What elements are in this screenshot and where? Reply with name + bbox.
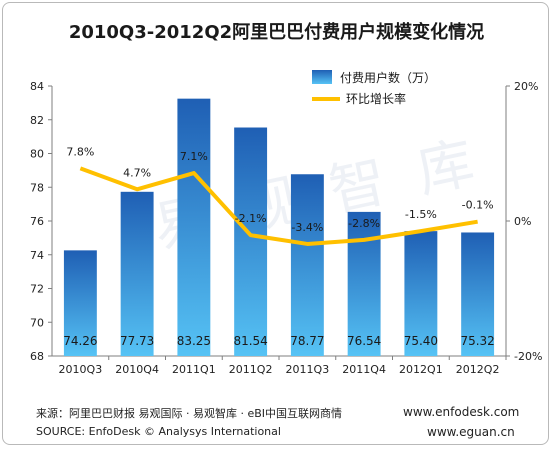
line-value-label: 7.1% bbox=[180, 150, 208, 163]
bar-value-label: 74.26 bbox=[63, 334, 97, 348]
x-tick-label: 2011Q1 bbox=[172, 363, 216, 376]
bar-value-label: 76.54 bbox=[347, 334, 381, 348]
y2-tick-label: 20% bbox=[514, 80, 538, 93]
bar-value-label: 75.32 bbox=[460, 334, 494, 348]
bar bbox=[347, 211, 381, 356]
legend-line-label: 环比增长率 bbox=[346, 91, 406, 106]
x-tick-label: 2012Q2 bbox=[456, 363, 500, 376]
bar bbox=[63, 250, 97, 356]
bar bbox=[461, 232, 495, 356]
y-tick-label: 68 bbox=[30, 350, 44, 363]
x-tick-label: 2011Q2 bbox=[229, 363, 273, 376]
bar-value-label: 78.77 bbox=[290, 334, 324, 348]
line-value-label: -3.4% bbox=[291, 221, 323, 234]
url-eguan: www.eguan.cn bbox=[427, 425, 515, 439]
bar bbox=[234, 127, 268, 356]
x-tick-label: 2011Q3 bbox=[286, 363, 330, 376]
legend-bar-label: 付费用户数（万） bbox=[340, 70, 436, 85]
chart-title: 2010Q3-2012Q2阿里巴巴付费用户规模变化情况 bbox=[68, 22, 485, 43]
line-value-label: -2.8% bbox=[348, 217, 380, 230]
line-value-label: 7.8% bbox=[66, 145, 94, 158]
bar-value-label: 83.25 bbox=[177, 334, 211, 348]
url-enfodesk: www.enfodesk.com bbox=[403, 405, 520, 419]
y-tick-label: 76 bbox=[30, 215, 44, 228]
x-tick-label: 2010Q3 bbox=[59, 363, 103, 376]
x-tick-label: 2012Q1 bbox=[399, 363, 443, 376]
legend-bar-swatch bbox=[312, 70, 332, 84]
y2-tick-label: 0% bbox=[514, 215, 531, 228]
y2-tick-label: -20% bbox=[514, 350, 542, 363]
bar bbox=[120, 191, 154, 356]
growth-rate-line bbox=[79, 166, 478, 246]
line-value-label: -1.5% bbox=[405, 208, 437, 221]
bar bbox=[404, 231, 438, 356]
line-value-label: 4.7% bbox=[123, 166, 151, 179]
bar-value-label: 75.40 bbox=[404, 334, 438, 348]
y-tick-label: 72 bbox=[30, 283, 44, 296]
source-cn: 来源：阿里巴巴财报 易观国际 · 易观智库 · eBI中国互联网商情 bbox=[36, 407, 343, 420]
y-tick-label: 80 bbox=[30, 148, 44, 161]
y-tick-label: 70 bbox=[30, 316, 44, 329]
line-value-label: -2.1% bbox=[235, 212, 267, 225]
bar-value-label: 81.54 bbox=[233, 334, 267, 348]
bar bbox=[290, 174, 324, 356]
y-tick-label: 84 bbox=[30, 80, 44, 93]
x-tick-label: 2011Q4 bbox=[342, 363, 386, 376]
y-tick-label: 82 bbox=[30, 114, 44, 127]
bar-value-label: 77.73 bbox=[120, 334, 154, 348]
line-value-label: -0.1% bbox=[462, 199, 494, 212]
y-tick-label: 74 bbox=[30, 249, 44, 262]
x-tick-label: 2010Q4 bbox=[115, 363, 159, 376]
source-en: SOURCE: EnfoDesk © Analysys Internationa… bbox=[36, 425, 281, 438]
bar bbox=[177, 98, 211, 356]
y-tick-label: 78 bbox=[30, 181, 44, 194]
